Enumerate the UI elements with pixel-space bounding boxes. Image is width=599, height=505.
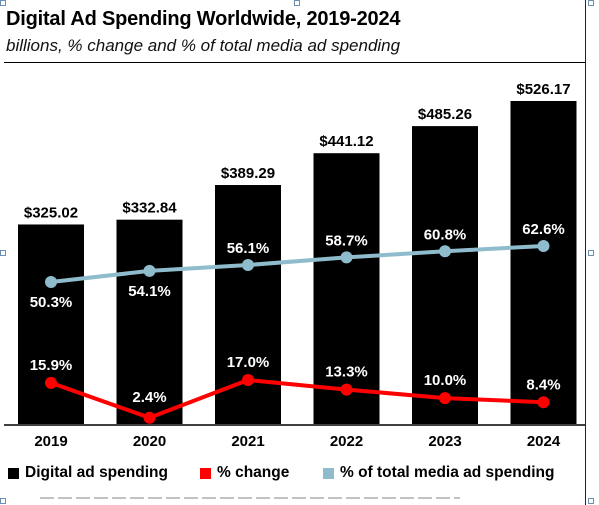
x-tick-label: 2020 <box>133 433 166 450</box>
change-point <box>45 376 57 389</box>
share-value-label: 58.7% <box>325 232 368 249</box>
bar-value-label: $325.02 <box>24 204 78 221</box>
change-point <box>537 396 550 409</box>
legend-item-digital-ad-spending: Digital ad spending <box>8 463 168 483</box>
bar <box>313 153 380 424</box>
share-point <box>143 264 156 277</box>
change-value-label: 13.3% <box>325 364 368 381</box>
bar <box>510 101 577 424</box>
selection-handle[interactable] <box>588 250 594 256</box>
share-value-label: 62.6% <box>522 221 565 238</box>
footnote-line <box>40 497 460 499</box>
selection-handle[interactable] <box>294 0 300 6</box>
change-value-label: 15.9% <box>30 357 73 374</box>
selection-handle[interactable] <box>0 250 6 256</box>
legend-swatch-digital-ad-spending <box>8 467 19 479</box>
share-point <box>340 251 353 264</box>
legend-label-digital-ad-spending: Digital ad spending <box>25 464 168 481</box>
bar <box>18 224 84 424</box>
share-value-label: 50.3% <box>30 294 73 311</box>
change-point <box>340 383 353 396</box>
lines-layer <box>45 240 550 424</box>
share-point <box>439 245 451 258</box>
chart-subtitle: billions, % change and % of total media … <box>6 36 401 55</box>
frame-border <box>585 0 586 505</box>
legend-swatch-percent-change <box>200 467 211 479</box>
share-point <box>45 276 57 288</box>
x-tick-label: 2024 <box>527 433 561 450</box>
chart-title: Digital Ad Spending Worldwide, 2019-2024 <box>6 8 401 30</box>
selection-handle[interactable] <box>588 498 594 504</box>
legend-item-percent-total-media: % of total media ad spending <box>323 463 554 483</box>
bar-value-label: $441.12 <box>319 133 373 150</box>
share-value-label: 56.1% <box>227 240 270 257</box>
selection-handle[interactable] <box>588 0 594 6</box>
share-point <box>242 259 254 272</box>
legend-swatch-percent-total-media <box>323 467 334 479</box>
x-tick-label: 2021 <box>231 433 264 450</box>
x-tick-label: 2019 <box>34 433 67 450</box>
legend-item-percent-change: % change <box>200 463 289 483</box>
bar-value-label: $332.84 <box>122 200 177 217</box>
selection-handle[interactable] <box>0 0 6 6</box>
change-point <box>143 411 156 424</box>
labels-layer: $325.02 $332.84 $389.29 $441.12 $485.26 $526.… <box>24 81 571 406</box>
change-value-label: 8.4% <box>526 376 560 393</box>
change-point <box>439 392 451 405</box>
bar <box>116 219 183 424</box>
x-tick-label: 2022 <box>330 433 363 450</box>
change-value-label: 2.4% <box>132 389 166 406</box>
share-point <box>537 240 550 252</box>
bar-value-label: $485.26 <box>418 106 472 123</box>
legend-label-percent-change: % change <box>217 464 290 481</box>
change-value-label: 17.0% <box>227 354 270 371</box>
change-point <box>242 374 254 386</box>
change-value-label: 10.0% <box>424 372 467 389</box>
title-divider <box>4 62 585 63</box>
x-tick-label: 2023 <box>428 433 461 450</box>
series-line-share <box>50 244 544 284</box>
bar-value-label: $389.29 <box>221 165 275 182</box>
x-axis-ticks: 2019 2020 2021 2022 2023 2024 <box>34 433 561 450</box>
selection-handle[interactable] <box>0 498 6 504</box>
share-value-label: 54.1% <box>128 283 171 300</box>
series-line-change <box>50 377 544 420</box>
bar <box>412 126 478 424</box>
bars-layer <box>4 101 585 426</box>
legend-label-percent-total-media: % of total media ad spending <box>340 464 555 481</box>
share-value-label: 60.8% <box>424 226 467 243</box>
bar-value-label: $526.17 <box>516 81 570 98</box>
